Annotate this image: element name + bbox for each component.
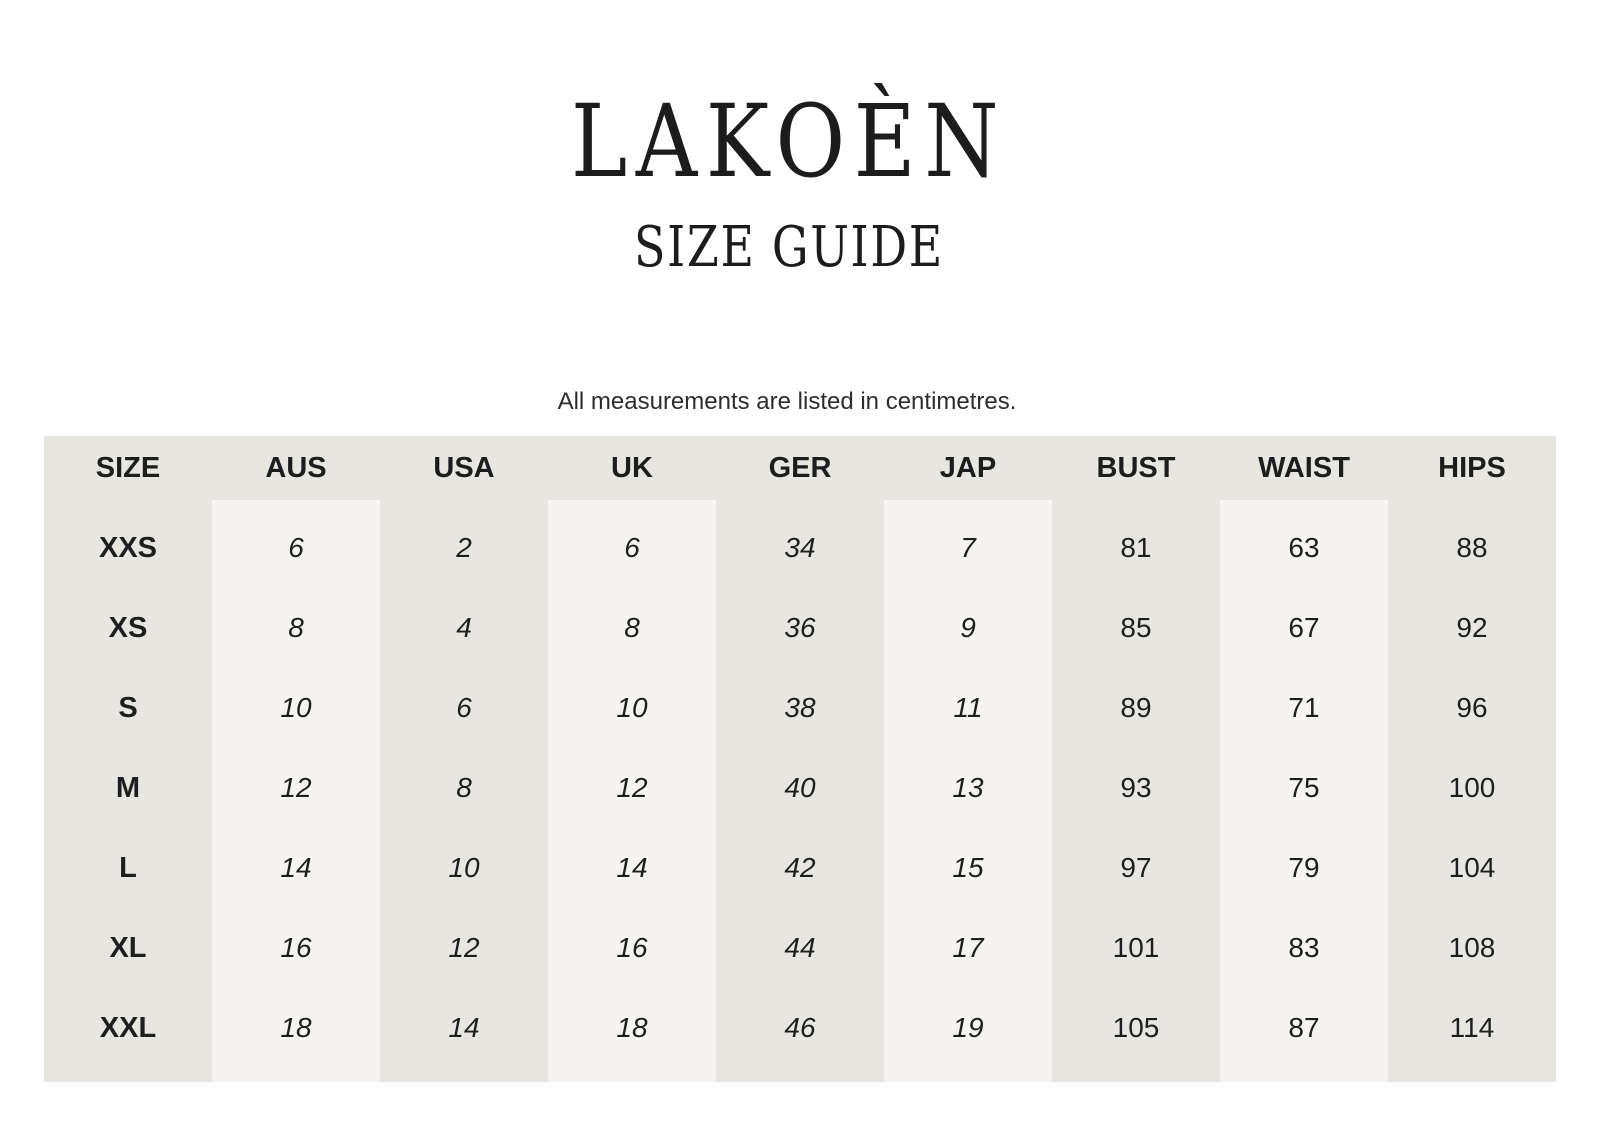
table-cell: 17 xyxy=(952,932,984,963)
table-cell: 2 xyxy=(456,532,472,563)
table-cell: 89 xyxy=(1120,692,1152,723)
table-cell: 46 xyxy=(784,1012,816,1043)
table-cell: XL xyxy=(109,931,147,964)
table-cell: 7 xyxy=(960,532,976,563)
table-cell: 11 xyxy=(953,692,983,723)
table-cell: 14 xyxy=(616,852,648,883)
column-header-usa: USA xyxy=(433,451,495,484)
table-cell: 93 xyxy=(1120,772,1152,803)
table-cell: 71 xyxy=(1288,692,1320,723)
table-column-aus: 6 8 10 12 14 16 18 xyxy=(212,500,380,1082)
table-cell: 101 xyxy=(1112,932,1160,963)
table-cell: 88 xyxy=(1456,532,1488,563)
table-cell: 81 xyxy=(1120,532,1152,563)
table-column-usa: 2 4 6 8 10 12 14 xyxy=(380,500,548,1082)
table-cell: 96 xyxy=(1456,692,1488,723)
table-cell: 18 xyxy=(616,1012,648,1043)
measurement-note: All measurements are listed in centimetr… xyxy=(557,388,1017,415)
table-cell: 85 xyxy=(1120,612,1152,643)
table-cell: 16 xyxy=(616,932,648,963)
table-column-bust: 81 85 89 93 97 101 105 xyxy=(1052,500,1220,1082)
table-cell: XXS xyxy=(98,531,158,564)
brand-logo: LAKOÈN xyxy=(570,83,1008,200)
column-header-uk: UK xyxy=(611,451,653,484)
column-header-aus: AUS xyxy=(265,451,327,484)
column-header-jap: JAP xyxy=(939,451,997,484)
header-block: LAKOÈN SIZE GUIDE xyxy=(0,0,1589,276)
table-cell: 8 xyxy=(456,772,472,803)
table-cell: 14 xyxy=(280,852,312,883)
table-cell: 10 xyxy=(280,692,312,723)
table-column-jap: 7 9 11 13 15 17 19 xyxy=(884,500,1052,1082)
table-cell: 12 xyxy=(616,772,648,803)
table-cell: 105 xyxy=(1112,1012,1160,1043)
table-column-size: XXS XS S M L XL XXL xyxy=(44,500,212,1082)
column-header-hips: HIPS xyxy=(1438,451,1506,484)
table-cell: 16 xyxy=(280,932,312,963)
table-cell: 104 xyxy=(1448,852,1496,883)
table-cell: 87 xyxy=(1288,1012,1320,1043)
table-cell: 38 xyxy=(784,692,816,723)
table-cell: 10 xyxy=(616,692,648,723)
table-cell: 15 xyxy=(952,852,984,883)
column-header-size: SIZE xyxy=(95,451,161,484)
table-cell: 40 xyxy=(784,772,816,803)
table-cell: 34 xyxy=(784,532,816,563)
table-cell: 83 xyxy=(1288,932,1320,963)
table-cell: 67 xyxy=(1288,612,1320,643)
table-column-ger: 34 36 38 40 42 44 46 xyxy=(716,500,884,1082)
table-cell: L xyxy=(119,851,137,884)
table-cell: 44 xyxy=(784,932,816,963)
table-cell: 63 xyxy=(1288,532,1320,563)
table-cell: 12 xyxy=(448,932,480,963)
table-cell: 13 xyxy=(952,772,984,803)
table-cell: 12 xyxy=(280,772,312,803)
table-cell: 9 xyxy=(960,612,976,643)
table-cell: 6 xyxy=(288,532,304,563)
table-cell: XS xyxy=(108,611,148,644)
table-cell: 18 xyxy=(280,1012,312,1043)
table-column-hips: 88 92 96 100 104 108 114 xyxy=(1388,500,1556,1082)
table-column-uk: 6 8 10 12 14 16 18 xyxy=(548,500,716,1082)
column-header-bust: BUST xyxy=(1096,451,1176,484)
table-cell: 97 xyxy=(1120,852,1152,883)
table-cell: M xyxy=(115,771,141,804)
table-cell: 4 xyxy=(456,612,472,643)
column-header-waist: WAIST xyxy=(1258,451,1350,484)
column-header-ger: GER xyxy=(768,451,832,484)
table-cell: 8 xyxy=(288,612,304,643)
table-cell: XXL xyxy=(99,1011,157,1044)
table-header-row: SIZE AUS USA UK GER JAP BUST WAIST HIPS xyxy=(44,436,1556,500)
table-cell: 108 xyxy=(1448,932,1496,963)
size-guide-title: SIZE GUIDE xyxy=(634,215,944,280)
table-cell: 42 xyxy=(784,852,816,883)
table-cell: S xyxy=(118,691,138,724)
table-cell: 114 xyxy=(1449,1012,1495,1043)
size-guide-table: SIZE AUS USA UK GER JAP BUST WAIST HIPS … xyxy=(44,436,1556,1082)
table-cell: 8 xyxy=(624,612,640,643)
table-cell: 6 xyxy=(624,532,640,563)
table-body: XXS XS S M L XL XXL 6 8 10 12 14 16 18 2… xyxy=(44,500,1556,1082)
table-cell: 92 xyxy=(1456,612,1488,643)
table-cell: 10 xyxy=(448,852,480,883)
table-cell: 14 xyxy=(448,1012,480,1043)
table-column-waist: 63 67 71 75 79 83 87 xyxy=(1220,500,1388,1082)
table-cell: 75 xyxy=(1288,772,1320,803)
table-cell: 79 xyxy=(1288,852,1320,883)
table-cell: 36 xyxy=(784,612,816,643)
table-cell: 100 xyxy=(1448,772,1496,803)
table-cell: 19 xyxy=(952,1012,984,1043)
table-cell: 6 xyxy=(456,692,472,723)
